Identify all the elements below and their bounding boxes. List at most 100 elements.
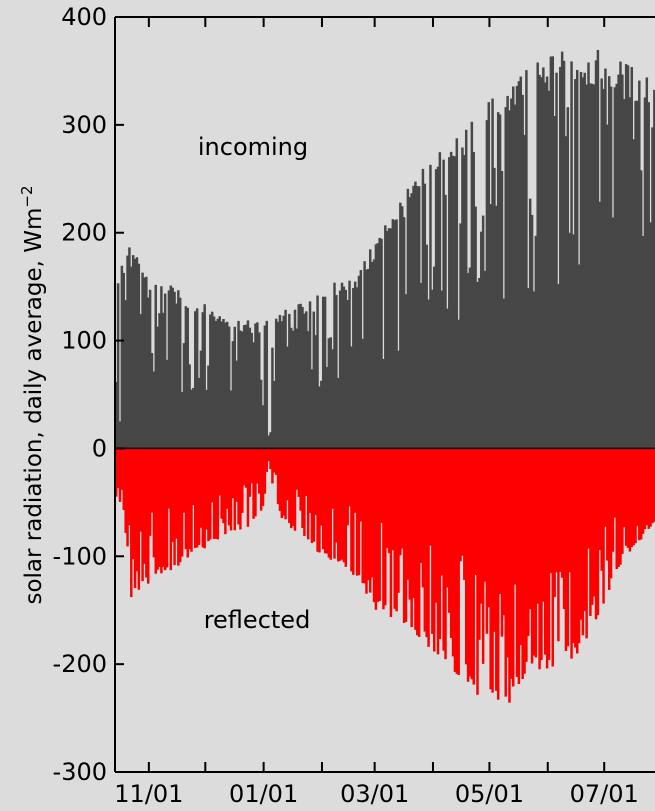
- incoming-bar: [370, 261, 374, 449]
- incoming-bar: [163, 293, 167, 449]
- incoming-bar: [171, 287, 174, 449]
- incoming-bar: [476, 281, 479, 449]
- incoming-bar: [523, 134, 526, 449]
- incoming-bar: [325, 367, 329, 449]
- incoming-bar: [478, 277, 481, 449]
- reflected-bar: [194, 448, 197, 549]
- incoming-bar: [227, 326, 231, 449]
- y-tick-label: 0: [92, 434, 107, 462]
- incoming-bar: [649, 222, 652, 449]
- reflected-bar: [448, 448, 451, 613]
- reflected-bar: [131, 448, 135, 560]
- incoming-bar: [133, 258, 137, 449]
- incoming-bar: [496, 112, 500, 449]
- reflected-bar: [572, 448, 575, 644]
- incoming-bar: [295, 328, 299, 449]
- reflected-bar: [120, 448, 124, 490]
- incoming-bar: [226, 321, 229, 449]
- reflected-bar: [145, 448, 148, 578]
- reflected-bar: [410, 448, 413, 628]
- reflected-bar: [284, 448, 287, 520]
- reflected-bar: [512, 448, 515, 687]
- incoming-bar: [448, 157, 451, 449]
- incoming-bar: [141, 272, 144, 449]
- reflected-bar: [493, 448, 496, 632]
- reflected-bar: [229, 448, 233, 531]
- reflected-bar: [331, 448, 334, 509]
- incoming-bar: [384, 225, 387, 449]
- incoming-bar: [417, 186, 421, 449]
- y-tick-label: 400: [61, 3, 107, 31]
- incoming-bar: [474, 206, 477, 449]
- reflected-bar: [188, 448, 191, 550]
- reflected-bar: [273, 448, 276, 473]
- reflected-bar: [337, 448, 340, 562]
- incoming-bar: [623, 99, 626, 449]
- incoming-bar: [517, 81, 521, 449]
- incoming-bar: [587, 62, 590, 449]
- incoming-bar: [152, 371, 156, 449]
- reflected-bar: [463, 448, 466, 580]
- incoming-bar: [416, 186, 419, 449]
- incoming-bar: [177, 290, 180, 449]
- y-axis-title: solar radiation, daily average, Wm−2: [18, 185, 47, 604]
- incoming-bar: [352, 287, 355, 449]
- incoming-bar: [395, 219, 398, 449]
- reflected-bar: [530, 448, 534, 664]
- reflected-bar: [286, 448, 289, 501]
- incoming-bar: [502, 298, 506, 449]
- incoming-bar: [355, 287, 359, 449]
- reflected-bar: [192, 448, 195, 506]
- incoming-annotation: incoming: [198, 133, 308, 161]
- reflected-bar: [384, 448, 387, 606]
- reflected-bar: [577, 448, 581, 644]
- incoming-bar: [591, 83, 594, 449]
- reflected-bar: [363, 448, 366, 584]
- reflected-bar: [235, 448, 238, 502]
- incoming-bar: [579, 71, 583, 449]
- reflected-bar: [508, 448, 511, 703]
- incoming-bar: [250, 332, 253, 449]
- reflected-bar: [621, 448, 624, 554]
- incoming-bar: [542, 67, 545, 449]
- reflected-bar: [152, 448, 156, 558]
- incoming-bar: [559, 66, 562, 449]
- incoming-bar: [288, 313, 291, 449]
- reflected-bar: [600, 448, 603, 571]
- reflected-bar: [201, 448, 205, 548]
- incoming-bar: [598, 201, 602, 449]
- reflected-bar: [231, 448, 235, 499]
- reflected-bar: [513, 448, 517, 585]
- incoming-bar: [363, 261, 366, 449]
- reflected-bar: [615, 448, 618, 570]
- reflected-bar: [150, 448, 154, 513]
- incoming-bar: [192, 387, 195, 449]
- reflected-bar: [574, 448, 577, 648]
- incoming-bar: [480, 231, 483, 449]
- incoming-bar: [156, 326, 159, 449]
- reflected-bar: [611, 448, 615, 552]
- incoming-bar: [271, 347, 274, 449]
- reflected-bar: [250, 448, 253, 484]
- reflected-bar: [380, 448, 383, 523]
- reflected-bar: [536, 448, 539, 604]
- reflected-bar: [126, 448, 129, 547]
- reflected-bar: [389, 448, 393, 618]
- incoming-bar: [335, 294, 338, 449]
- incoming-bar: [233, 326, 237, 449]
- reflected-bar: [348, 448, 351, 507]
- reflected-bar: [566, 448, 570, 647]
- reflected-bar: [517, 448, 521, 685]
- incoming-bar: [551, 56, 554, 449]
- incoming-bar: [453, 156, 457, 449]
- incoming-bar: [269, 432, 272, 449]
- reflected-bar: [606, 448, 609, 561]
- incoming-bar: [404, 294, 408, 449]
- reflected-bar: [115, 448, 118, 497]
- incoming-bar: [508, 110, 511, 449]
- incoming-bar: [333, 282, 336, 449]
- reflected-series: [115, 448, 655, 703]
- reflected-bar: [449, 448, 453, 638]
- incoming-bar: [534, 235, 538, 449]
- incoming-bar: [256, 322, 259, 449]
